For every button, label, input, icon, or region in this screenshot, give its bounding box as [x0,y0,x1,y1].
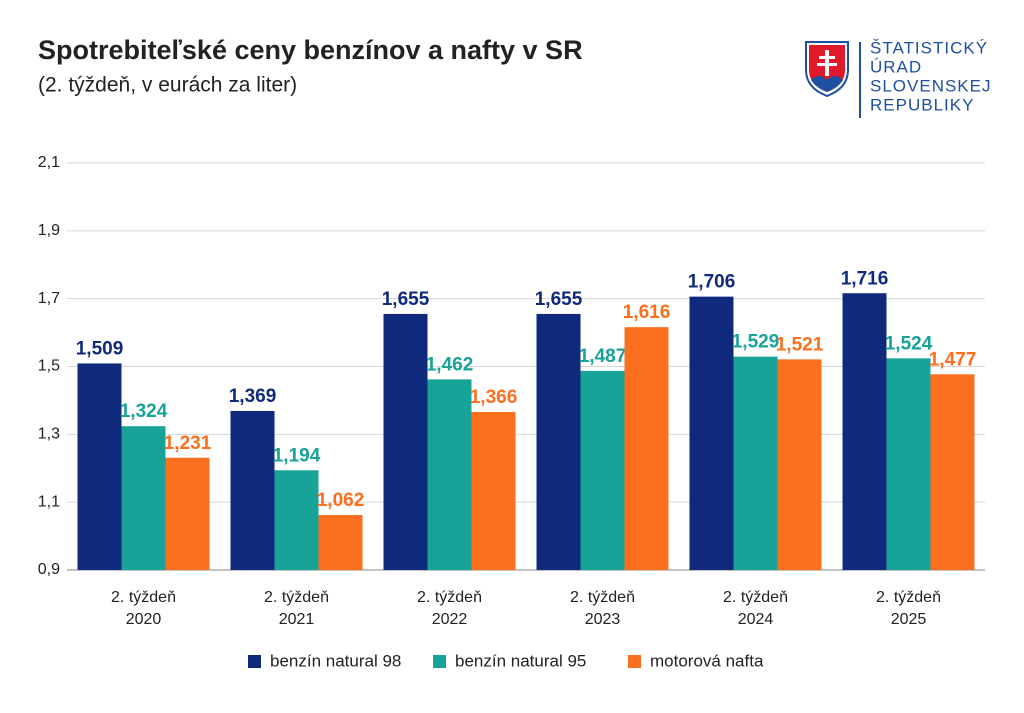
bar [580,370,625,570]
legend-swatch [433,655,446,668]
x-tick-label: 2. týždeň [417,589,482,606]
y-tick-label: 1,1 [38,493,60,510]
y-tick-label: 2,1 [38,154,60,171]
value-label: 1,706 [688,272,736,293]
value-label: 1,487 [579,346,627,367]
logo-shield [805,41,861,118]
bar [383,313,428,570]
y-tick-label: 1,9 [38,222,60,239]
value-label: 1,521 [776,334,824,355]
x-tick-label: 2. týždeň [570,589,635,606]
logo-text: SLOVENSKEJ [870,76,992,95]
value-label: 1,231 [164,433,212,454]
value-label: 1,529 [732,332,780,353]
bar [121,426,166,570]
bar [624,327,669,570]
x-tick-label: 2020 [126,611,162,628]
y-tick-label: 1,5 [38,358,60,375]
bar [230,410,275,570]
x-tick-label: 2. týždeň [876,589,941,606]
bar [842,293,887,570]
logo-text: REPUBLIKY [870,95,974,114]
value-label: 1,716 [841,268,889,289]
x-tick-label: 2025 [891,611,927,628]
bar [886,358,931,570]
x-tick-label: 2022 [432,611,468,628]
bar [536,313,581,570]
x-tick-label: 2. týždeň [111,589,176,606]
value-label: 1,062 [317,490,365,511]
legend-label: motorová nafta [650,651,764,670]
value-label: 1,616 [623,302,671,323]
bar [777,359,822,570]
bar [930,374,975,570]
bar [165,457,210,570]
value-label: 1,194 [273,445,321,466]
value-label: 1,366 [470,387,518,408]
value-label: 1,524 [885,333,933,354]
legend-swatch [628,655,641,668]
value-label: 1,369 [229,386,277,407]
x-tick-label: 2. týždeň [723,589,788,606]
y-tick-label: 0,9 [38,561,60,578]
value-label: 1,509 [76,338,124,359]
legend-swatch [248,655,261,668]
legend-label: benzín natural 95 [455,651,586,670]
x-tick-label: 2023 [585,611,621,628]
value-label: 1,477 [929,349,977,370]
logo-text: ŠTATISTICKÝ [870,38,988,57]
value-label: 1,655 [535,289,583,310]
x-tick-label: 2021 [279,611,315,628]
bar [318,515,363,570]
y-tick-label: 1,7 [38,290,60,307]
bar [733,356,778,570]
bar [689,296,734,570]
value-label: 1,324 [120,401,168,422]
chart-subtitle: (2. týždeň, v eurách za liter) [38,74,297,97]
value-label: 1,655 [382,289,430,310]
bar [77,363,122,570]
bar [427,379,472,570]
bar [274,470,319,570]
x-tick-label: 2024 [738,611,774,628]
legend-label: benzín natural 98 [270,651,401,670]
logo-text: ÚRAD [870,57,922,76]
value-label: 1,462 [426,354,474,375]
x-tick-label: 2. týždeň [264,589,329,606]
bar [471,411,516,570]
y-tick-label: 1,3 [38,426,60,443]
chart-title: Spotrebiteľské ceny benzínov a nafty v S… [38,35,583,65]
